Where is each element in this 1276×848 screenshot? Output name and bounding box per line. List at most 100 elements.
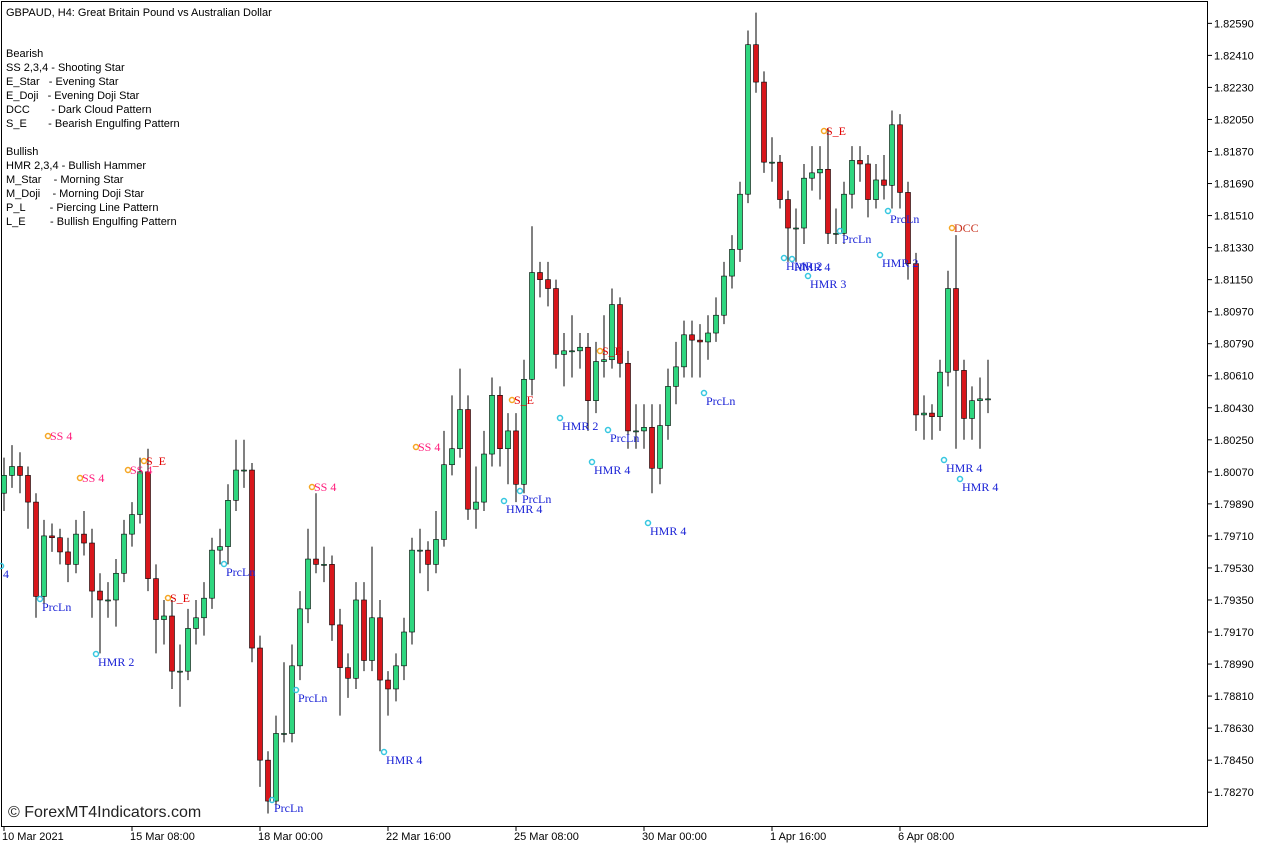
- candle-body: [753, 44, 759, 83]
- legend-line: S_E - Bearish Engulfing Pattern: [6, 118, 180, 130]
- candle-body: [873, 179, 879, 200]
- candle-body: [617, 304, 623, 364]
- candle-body: [481, 453, 487, 503]
- candle-body: [313, 558, 319, 565]
- candle-body: [113, 572, 119, 601]
- x-tick-label: 6 Apr 08:00: [898, 831, 954, 843]
- candle-body: [537, 272, 543, 280]
- candle-body: [241, 469, 247, 472]
- candle-body: [641, 427, 647, 432]
- y-tick-label: 1.81690: [1214, 179, 1254, 191]
- candle-body: [881, 179, 887, 186]
- signal-label: HMR 4: [506, 502, 542, 516]
- x-tick-label: 18 Mar 00:00: [258, 831, 323, 843]
- candle-body: [545, 279, 551, 289]
- candle-body: [433, 539, 439, 565]
- signal-label: HMR 3: [810, 277, 846, 291]
- candle-body: [929, 412, 935, 417]
- x-tick-label: 22 Mar 16:00: [386, 831, 451, 843]
- signal-label: HMR 4: [794, 260, 830, 274]
- candle-body: [345, 667, 351, 679]
- candle-body: [785, 199, 791, 229]
- signal-label: PrcLn: [842, 232, 871, 246]
- y-tick-label: 1.80430: [1214, 403, 1254, 415]
- signal-label: 4: [3, 567, 9, 581]
- signal-marker: [508, 396, 516, 404]
- candle-body: [793, 227, 799, 230]
- candle-body: [849, 160, 855, 195]
- candle-body: [689, 334, 695, 341]
- signal-label: SS 4: [50, 429, 72, 443]
- candle-body: [505, 430, 511, 450]
- y-tick-label: 1.79530: [1214, 563, 1254, 575]
- signal-label: PrcLn: [706, 394, 735, 408]
- signal-label: S_E: [602, 344, 622, 358]
- y-tick-label: 1.82230: [1214, 82, 1254, 94]
- candle-body: [961, 370, 967, 419]
- chart-title: GBPAUD, H4: Great Britain Pound vs Austr…: [6, 7, 272, 19]
- candle-body: [657, 425, 663, 469]
- candle-body: [97, 590, 103, 601]
- legend-line: M_Doji - Morning Doji Star: [6, 188, 144, 200]
- signal-marker: [836, 227, 844, 235]
- signal-marker: [700, 389, 708, 397]
- signal-marker: [308, 483, 316, 491]
- candle-body: [577, 346, 583, 352]
- signal-label: S_E: [170, 591, 190, 605]
- y-tick-label: 1.81510: [1214, 211, 1254, 223]
- candle-body: [665, 386, 671, 426]
- candle-body: [257, 647, 263, 761]
- legend-line: Bearish: [6, 48, 43, 60]
- candle-body: [425, 549, 431, 565]
- y-tick-label: 1.80250: [1214, 435, 1254, 447]
- candle-body: [513, 430, 519, 485]
- candle-body: [57, 537, 63, 553]
- candle-body: [681, 334, 687, 368]
- candle-body: [825, 168, 831, 234]
- candle-body: [969, 400, 975, 419]
- y-tick-label: 1.82590: [1214, 18, 1254, 30]
- y-tick-label: 1.80070: [1214, 467, 1254, 479]
- candle-body: [41, 535, 47, 597]
- signal-label: SS 4: [82, 471, 104, 485]
- candle-body: [321, 564, 327, 566]
- candle-body: [305, 558, 311, 610]
- watermark: © ForexMT4Indicators.com: [8, 804, 201, 821]
- candle-body: [377, 617, 383, 681]
- signal-marker: [876, 251, 884, 259]
- signal-marker: [500, 497, 508, 505]
- y-tick-label: 1.78990: [1214, 659, 1254, 671]
- y-tick-label: 1.80610: [1214, 371, 1254, 383]
- signal-marker: [956, 475, 964, 483]
- candle-body: [201, 597, 207, 619]
- candle-body: [129, 514, 135, 535]
- candle-body: [609, 304, 615, 361]
- signal-marker: [140, 457, 148, 465]
- y-tick-label: 1.80790: [1214, 339, 1254, 351]
- signal-label: PrcLn: [610, 431, 639, 445]
- y-tick-label: 1.78630: [1214, 723, 1254, 735]
- candle-body: [649, 427, 655, 469]
- candle-body: [233, 469, 239, 501]
- signal-marker: [36, 595, 44, 603]
- candle-body: [361, 599, 367, 661]
- candle-body: [833, 233, 839, 235]
- candle-body: [865, 163, 871, 200]
- candle-body: [945, 288, 951, 373]
- legend-line: Bullish: [6, 146, 38, 158]
- signal-label: S_E: [826, 124, 846, 138]
- y-tick-label: 1.79890: [1214, 499, 1254, 511]
- candle-body: [721, 275, 727, 316]
- candle-body: [737, 193, 743, 250]
- y-tick-label: 1.78810: [1214, 691, 1254, 703]
- signal-label: PrcLn: [522, 492, 551, 506]
- signal-label: HMR 4: [650, 524, 686, 538]
- candle-body: [601, 359, 607, 362]
- signal-label: HMR 4: [594, 463, 630, 477]
- candle-body: [953, 288, 959, 371]
- legend-line: L_E - Bullish Engulfing Pattern: [6, 216, 177, 228]
- candle-body: [769, 161, 775, 164]
- candle-body: [449, 448, 455, 466]
- signal-label: PrcLn: [274, 801, 303, 815]
- candle-body: [273, 733, 279, 802]
